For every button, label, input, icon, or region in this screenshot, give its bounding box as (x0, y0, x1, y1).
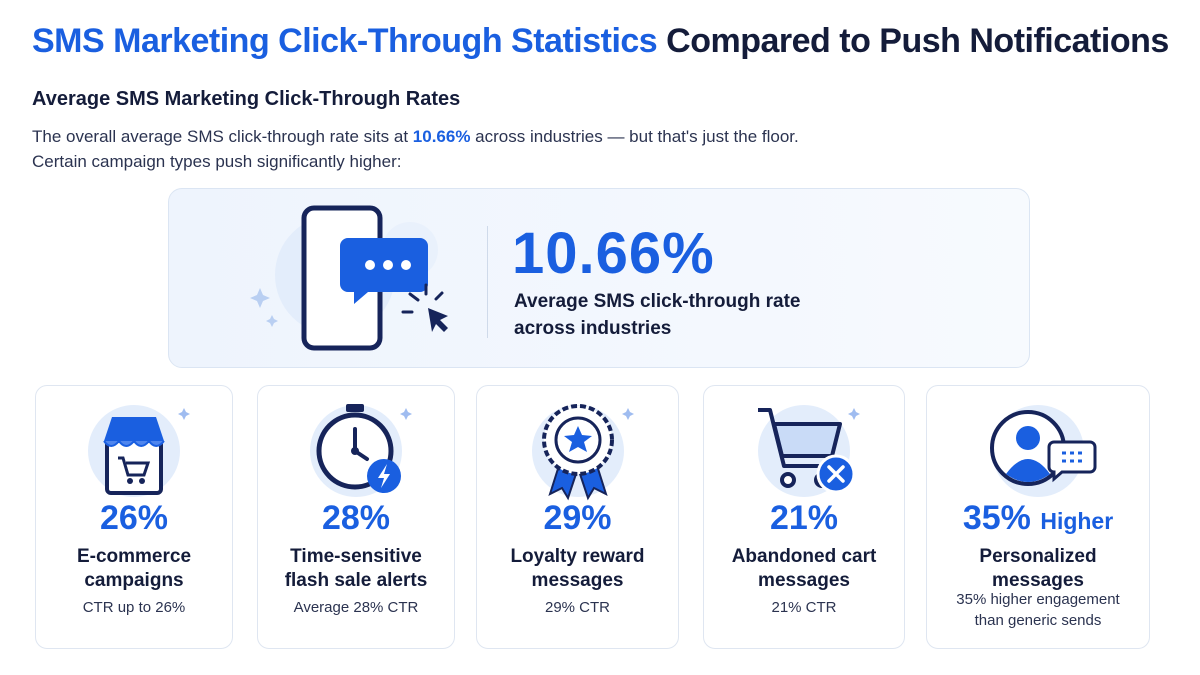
icon-shape (340, 238, 428, 304)
icon-shape (383, 260, 393, 270)
icon-shape (400, 408, 412, 420)
icon-shape (401, 283, 444, 314)
title: SMS Marketing Click-Through Statistics C… (32, 22, 1169, 61)
icon-shape (1006, 459, 1050, 482)
intro-text: across industries — but that's just the … (470, 127, 799, 146)
card-title-line: messages (992, 570, 1084, 591)
card-title-line: messages (531, 570, 624, 591)
card-value: 26% (99, 499, 169, 537)
store-icon (88, 405, 190, 497)
hero-value: 10.66% (512, 221, 715, 286)
card-desc-line: 21% CTR (771, 599, 837, 616)
stat-card: 35% Higher Personalized messages 35% high… (926, 385, 1150, 649)
card-title-line: E-commerce (76, 546, 192, 567)
stat-card: 21% Abandoned cart messages 21% CTR (703, 385, 905, 649)
icon-shape (118, 456, 151, 477)
card-desc: 35% higher engagement than generic sends (927, 589, 1149, 631)
card-desc: CTR up to 26% (36, 597, 232, 618)
title-rest: Compared to Push Notifications (666, 22, 1169, 60)
card-desc-line: 35% higher engagement (956, 591, 1120, 608)
card-value: 21% (769, 499, 839, 537)
card-desc-line: Average 28% CTR (293, 599, 419, 616)
card-title-line: campaigns (84, 570, 184, 591)
icon-shape (365, 260, 375, 270)
card-title: Abandoned cart messages (704, 545, 904, 593)
rosette-icon (531, 404, 634, 501)
icon-shape (266, 315, 278, 327)
card-title-line: Loyalty reward (510, 546, 645, 567)
card-title-line: messages (758, 570, 850, 591)
stat-card: 28% Time-sensitive flash sale alerts Aver… (257, 385, 455, 649)
card-title: Personalized messages (927, 545, 1149, 593)
card-desc: Average 28% CTR (258, 597, 454, 618)
icon-shape (103, 439, 165, 447)
title-highlight: SMS Marketing Click-Through Statistics (32, 22, 658, 60)
card-title: Time-sensitive flash sale alerts (258, 545, 454, 593)
card-title-line: Personalized (979, 546, 1097, 567)
card-desc-line: than generic sends (974, 612, 1102, 629)
icon-shape (563, 426, 592, 452)
stat-card: 29% Loyalty reward messages 29% CTR (476, 385, 679, 649)
icon-shape (178, 408, 190, 420)
intro-text: Certain campaign types push significantl… (32, 152, 402, 171)
hero-label-line: Average SMS click-through rate (514, 291, 801, 312)
card-value-number: 35% (962, 499, 1031, 537)
card-title-line: Time-sensitive (290, 546, 422, 567)
icon-shape (127, 478, 133, 484)
icon-shape (139, 478, 145, 484)
card-value: 28% (321, 499, 391, 537)
card-title-line: flash sale alerts (284, 570, 428, 591)
icon-shape (621, 408, 634, 420)
card-value: 29% (543, 499, 612, 537)
icon-shape (428, 308, 448, 332)
card-desc: 21% CTR (704, 597, 904, 618)
icon-shape (772, 422, 842, 458)
card-value-suffix: Higher (1040, 508, 1114, 534)
icon-shape (848, 408, 860, 420)
hero-label: Average SMS click-through rate across ind… (514, 288, 800, 342)
card-desc-line: 29% CTR (544, 599, 611, 616)
card-desc-line: CTR up to 26% (82, 599, 186, 616)
card-desc: 29% CTR (477, 597, 678, 618)
intro-text: The overall average SMS click-through ra… (32, 127, 413, 146)
hero-icon (250, 205, 448, 351)
card-title-line: Abandoned cart (731, 546, 877, 567)
section-heading: Average SMS Marketing Click-Through Rate… (32, 88, 461, 110)
person-icon (990, 405, 1097, 497)
intro: The overall average SMS click-through ra… (32, 124, 799, 174)
hero-label-line: across industries (514, 318, 672, 339)
icon-shape (346, 404, 364, 412)
card-title: E-commerce campaigns (36, 545, 232, 593)
icon-shape (104, 417, 164, 441)
card-title: Loyalty reward messages (477, 545, 678, 593)
card-value: 35% Higher (927, 499, 1149, 538)
icon-shape (1062, 451, 1082, 463)
icon-shape (827, 465, 845, 483)
stat-card: 26% E-commerce campaigns CTR up to 26% (35, 385, 233, 649)
icon-shape (1016, 426, 1040, 450)
divider (487, 226, 488, 338)
icon-shape (780, 472, 796, 488)
cart-icon (758, 405, 860, 497)
icon-shape (105, 439, 163, 495)
stopwatch-icon (310, 404, 412, 497)
icon-shape (351, 447, 359, 455)
icon-shape (250, 288, 270, 308)
intro-highlight: 10.66% (412, 127, 471, 146)
icon-shape (401, 260, 411, 270)
icon-shape (378, 464, 390, 488)
